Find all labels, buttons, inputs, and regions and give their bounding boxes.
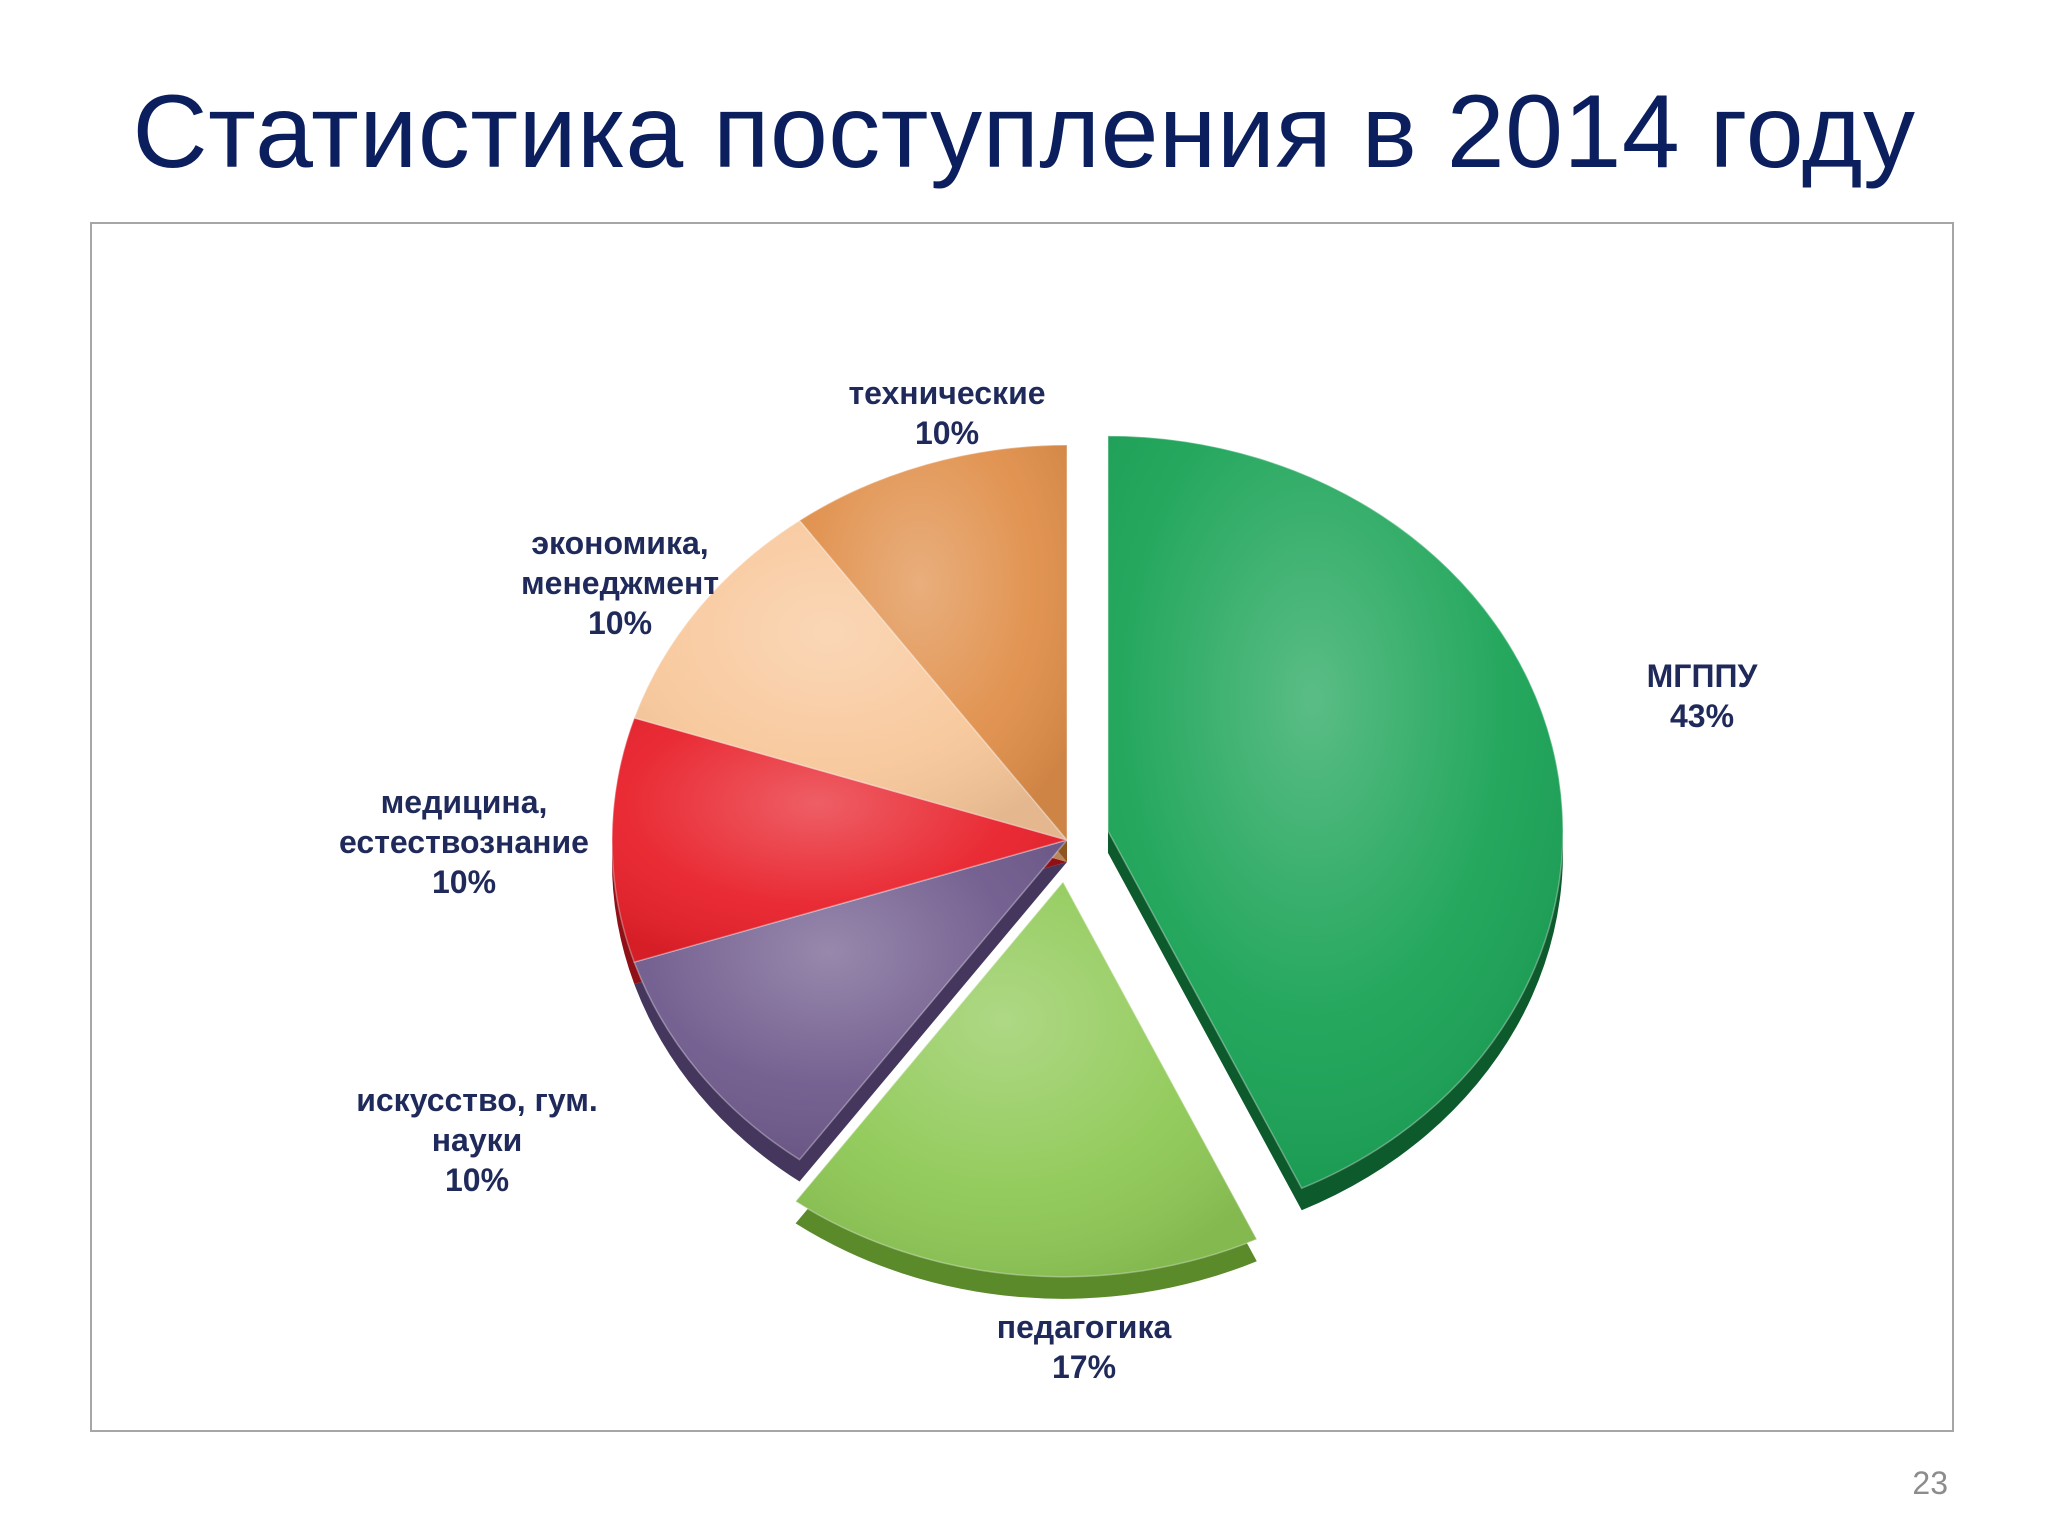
pie-slice-value: 10% [445, 1162, 509, 1198]
pie-slice-value: 43% [1670, 698, 1734, 734]
pie-slice-value: 10% [588, 605, 652, 641]
pie-slice-label: экономика, менеджмент 10% [521, 525, 719, 641]
pie-slice-name: искусство, гум. [356, 1082, 598, 1118]
pie-slice-name: педагогика [997, 1309, 1172, 1345]
pie-chart-frame: МГППУ 43% педагогика 17% искусство, гум. наук… [90, 222, 1954, 1432]
pie-slice-name: МГППУ [1647, 658, 1759, 694]
pie-slice-name: естествознание [339, 824, 589, 860]
slide-number: 23 [1912, 1465, 1948, 1501]
pie-slice-name: технические [848, 375, 1045, 411]
pie-slice [1107, 435, 1564, 1190]
pie-slice-value: 10% [432, 864, 496, 900]
pie-slice-value: 10% [915, 415, 979, 451]
pie-slice-label: МГППУ 43% [1647, 658, 1759, 734]
pie-slice-value: 17% [1052, 1349, 1116, 1385]
pie-slice-name: науки [432, 1122, 523, 1158]
pie-slices [611, 435, 1564, 1299]
pie-slice-label: педагогика 17% [997, 1309, 1172, 1385]
pie-slice-name: экономика, [531, 525, 708, 561]
pie-slice-label: технические 10% [848, 375, 1045, 451]
slide-title: Статистика поступления в 2014 году [132, 74, 1916, 190]
pie-slice-name: менеджмент [521, 565, 719, 601]
pie-labels: МГППУ 43% педагогика 17% искусство, гум. наук… [339, 375, 1758, 1385]
pie-slice-label: медицина, естествознание 10% [339, 784, 589, 900]
pie-chart: МГППУ 43% педагогика 17% искусство, гум. наук… [339, 375, 1758, 1385]
pie-slice-name: медицина, [381, 784, 548, 820]
pie-slice-label: искусство, гум. науки 10% [356, 1082, 598, 1198]
